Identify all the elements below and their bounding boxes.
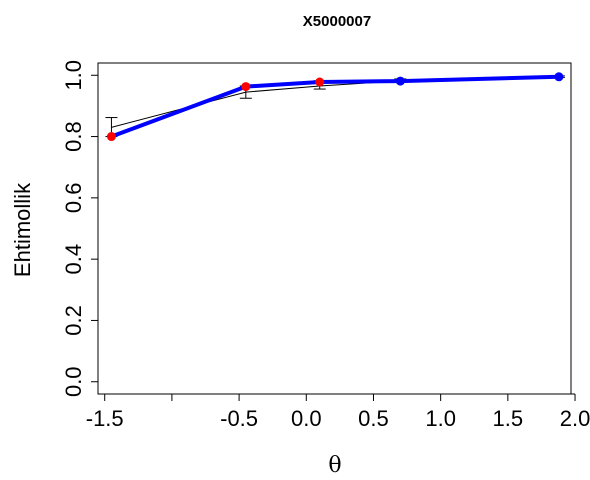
x-tick-label: -1.5 <box>86 406 124 431</box>
y-axis-label: Ehtimollik <box>10 182 35 277</box>
series-line-observed <box>110 74 559 139</box>
y-tick-label: 0.0 <box>61 366 86 397</box>
data-point <box>554 72 564 82</box>
chart-title: X5000007 <box>303 13 371 30</box>
y-tick-label: 0.2 <box>61 305 86 336</box>
data-point <box>315 77 325 87</box>
x-tick-label: 1.0 <box>425 406 456 431</box>
x-axis-label: θ <box>328 453 341 478</box>
x-tick-label: 1.5 <box>493 406 524 431</box>
x-tick-label: 0.5 <box>358 406 389 431</box>
axes: -1.5 -0.5 0.0 0.5 1.0 1.5 2.0 0.0 0.2 0.4 0.6 0.8 1.… <box>61 60 590 431</box>
x-tick-label: 0.0 <box>291 406 322 431</box>
y-tick-label: 1.0 <box>61 60 86 91</box>
y-tick-label: 0.6 <box>61 183 86 214</box>
y-tick-label: 0.8 <box>61 121 86 152</box>
x-tick-label: -0.5 <box>220 406 258 431</box>
y-tick-label: 0.4 <box>61 244 86 275</box>
series-layer <box>105 72 565 142</box>
series-line-expected <box>111 76 559 128</box>
data-point <box>395 76 405 86</box>
data-point <box>241 82 251 92</box>
data-point <box>106 132 116 142</box>
x-tick-label: 2.0 <box>560 406 590 431</box>
